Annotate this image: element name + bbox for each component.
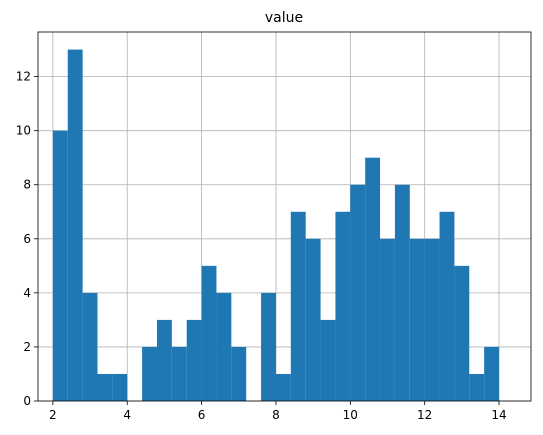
histogram-bar [365,157,381,401]
histogram-bar [394,184,410,401]
x-tick-label: 12 [417,408,432,422]
y-tick-label: 6 [23,232,31,246]
plot-frame [37,31,532,402]
histogram-bars [52,49,500,401]
histogram-bar [305,238,321,401]
axes [34,31,532,405]
histogram-bar [52,130,68,401]
histogram-bar [142,346,157,401]
y-tick-label: 10 [16,124,31,138]
histogram-bar [67,49,83,401]
histogram-bar [409,238,425,401]
y-tick-label: 12 [16,70,31,84]
tick-labels: 2 4 6 8 10 12 14 0 2 4 6 8 10 12 [16,70,507,422]
y-tick-label: 0 [23,394,31,408]
histogram-bar [261,292,276,401]
histogram-bar [335,211,351,401]
x-tick-label: 2 [49,408,57,422]
histogram-bar [484,346,500,401]
histogram-bar [171,346,187,401]
histogram-bar [454,265,470,401]
histogram-bar [290,211,306,401]
histogram-bar [201,265,217,401]
x-tick-label: 8 [272,408,280,422]
histogram-bar [82,292,98,401]
histogram-bar [156,319,172,401]
histogram-bar [97,373,113,401]
histogram-bar [320,319,336,401]
histogram-bar [275,373,291,401]
y-tick-label: 4 [23,286,31,300]
histogram-bar [231,346,247,401]
chart-title: value [265,10,303,26]
histogram-bar [350,184,366,401]
x-tick-label: 14 [491,408,506,422]
histogram-bar [424,238,440,401]
histogram-bar [186,319,202,401]
histogram-bar [469,373,485,401]
x-tick-label: 6 [198,408,206,422]
histogram-bar [112,373,128,401]
histogram-bar [216,292,232,401]
x-tick-label: 10 [343,408,358,422]
histogram-bar [380,238,395,401]
y-tick-label: 2 [23,340,31,354]
x-tick-label: 4 [123,408,131,422]
y-tick-label: 8 [23,178,31,192]
histogram-bar [439,211,455,401]
